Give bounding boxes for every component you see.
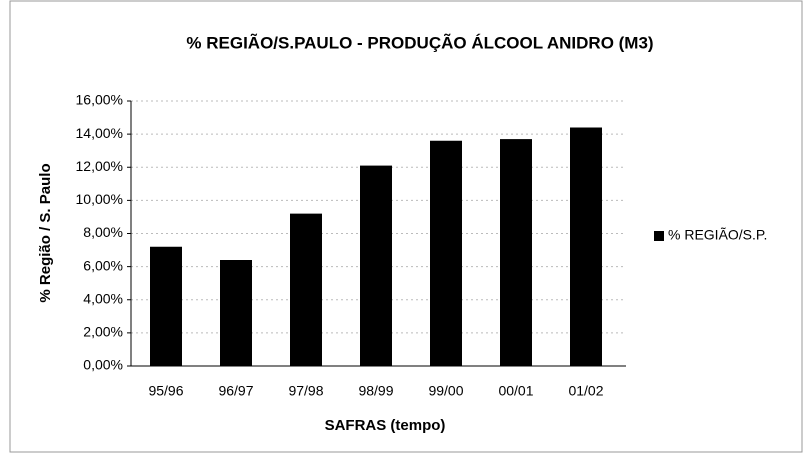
bar (500, 139, 532, 366)
x-tick-label: 00/01 (498, 383, 533, 399)
chart-frame (9, 0, 803, 453)
y-tick-label: 6,00% (83, 257, 123, 273)
y-tick-label: 4,00% (83, 290, 123, 306)
x-tick-label: 95/96 (148, 383, 183, 399)
x-tick-label: 99/00 (428, 383, 463, 399)
y-tick-label: 10,00% (76, 191, 123, 207)
bar (570, 127, 602, 366)
y-tick-label: 8,00% (83, 224, 123, 240)
y-tick-label: 12,00% (76, 158, 123, 174)
x-tick-label: 97/98 (288, 383, 323, 399)
legend-label: % REGIÃO/S.P. (668, 227, 767, 243)
y-tick-label: 0,00% (83, 357, 123, 373)
y-tick-label: 16,00% (76, 92, 123, 108)
x-tick-label: 96/97 (218, 383, 253, 399)
bar (290, 213, 322, 366)
y-tick-label: 2,00% (83, 324, 123, 340)
x-tick-label: 01/02 (568, 383, 603, 399)
chart-title: % REGIÃO/S.PAULO - PRODUÇÃO ÁLCOOL ANIDR… (186, 32, 653, 52)
bar (220, 260, 252, 366)
bar (150, 246, 182, 366)
bar (430, 140, 462, 366)
bar (360, 165, 392, 366)
y-axis-title: % Região / S. Paulo (37, 163, 54, 302)
y-tick-label: 14,00% (76, 125, 123, 141)
x-tick-label: 98/99 (358, 383, 393, 399)
x-axis-title: SAFRAS (tempo) (325, 417, 446, 434)
legend-swatch (654, 231, 664, 241)
